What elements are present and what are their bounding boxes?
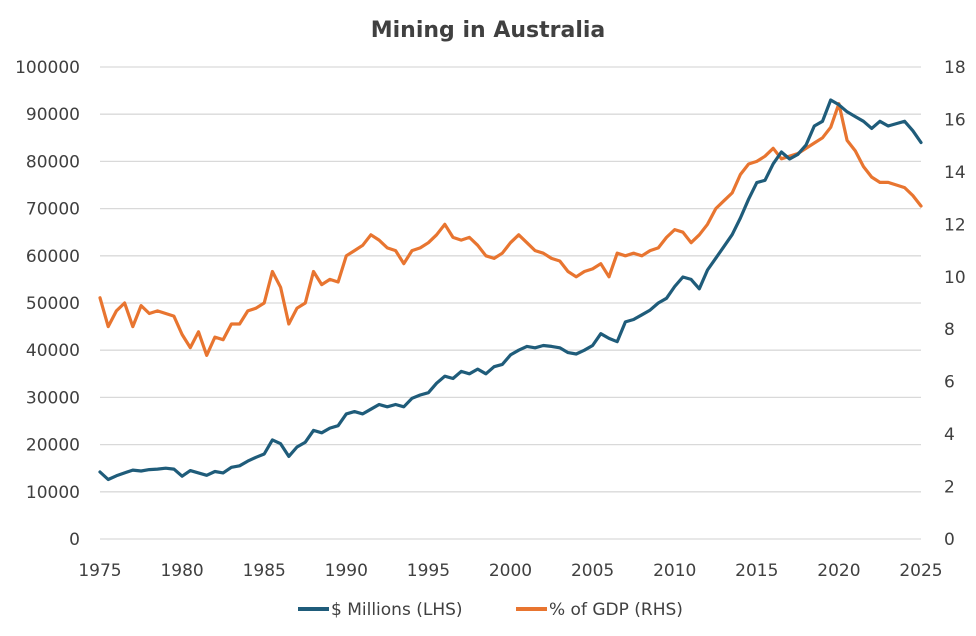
- y-right-tick-label: 10: [944, 268, 966, 288]
- y-left-tick-label: 40000: [26, 341, 80, 361]
- x-tick-label: 1990: [325, 561, 368, 581]
- x-tick-label: 2010: [653, 561, 696, 581]
- x-tick-label: 1980: [160, 561, 203, 581]
- series-lines: [98, 98, 923, 482]
- series-line-gdp: [98, 102, 923, 357]
- y-right-tick-label: 16: [944, 110, 966, 130]
- gridlines: [100, 66, 921, 540]
- legend: $ Millions (LHS) % of GDP (RHS): [298, 600, 683, 620]
- x-tick-label: 1995: [407, 561, 450, 581]
- y-right-tick-label: 8: [944, 320, 955, 340]
- legend-item-millions[interactable]: $ Millions (LHS): [298, 600, 463, 620]
- y-axis-left: 0 10000 20000 30000 40000 50000 60000 70000 8000…: [15, 58, 80, 550]
- y-right-tick-label: 0: [944, 530, 955, 550]
- y-left-tick-label: 70000: [26, 200, 80, 220]
- y-right-tick-label: 14: [944, 163, 966, 183]
- y-right-tick-label: 4: [944, 425, 955, 445]
- legend-label-millions: $ Millions (LHS): [331, 600, 463, 620]
- x-axis: 1975 1980 1985 1990 1995 2000 2005 2010 2015 2020…: [78, 561, 942, 581]
- y-axis-right: 0 2 4 6 8 10 12 14 16 18: [944, 58, 966, 550]
- y-right-tick-label: 2: [944, 478, 955, 498]
- legend-item-gdp[interactable]: % of GDP (RHS): [516, 600, 683, 620]
- x-tick-label: 2005: [571, 561, 614, 581]
- x-tick-label: 2020: [817, 561, 860, 581]
- x-tick-label: 1985: [243, 561, 286, 581]
- series-line-millions: [98, 98, 923, 482]
- y-left-tick-label: 10000: [26, 483, 80, 503]
- x-tick-label: 2025: [899, 561, 942, 581]
- y-left-tick-label: 80000: [26, 152, 80, 172]
- y-left-tick-label: 60000: [26, 247, 80, 267]
- y-right-tick-label: 18: [944, 58, 966, 78]
- y-right-tick-label: 12: [944, 215, 966, 235]
- y-left-tick-label: 90000: [26, 105, 80, 125]
- y-left-tick-label: 0: [69, 530, 80, 550]
- y-left-tick-label: 100000: [15, 58, 80, 78]
- y-left-tick-label: 30000: [26, 388, 80, 408]
- chart-title: Mining in Australia: [371, 18, 606, 43]
- y-left-tick-label: 20000: [26, 436, 80, 456]
- y-right-tick-label: 6: [944, 373, 955, 393]
- y-left-tick-label: 50000: [26, 294, 80, 314]
- x-tick-label: 1975: [78, 561, 121, 581]
- x-tick-label: 2000: [489, 561, 532, 581]
- legend-label-gdp: % of GDP (RHS): [549, 600, 683, 620]
- x-tick-label: 2015: [735, 561, 778, 581]
